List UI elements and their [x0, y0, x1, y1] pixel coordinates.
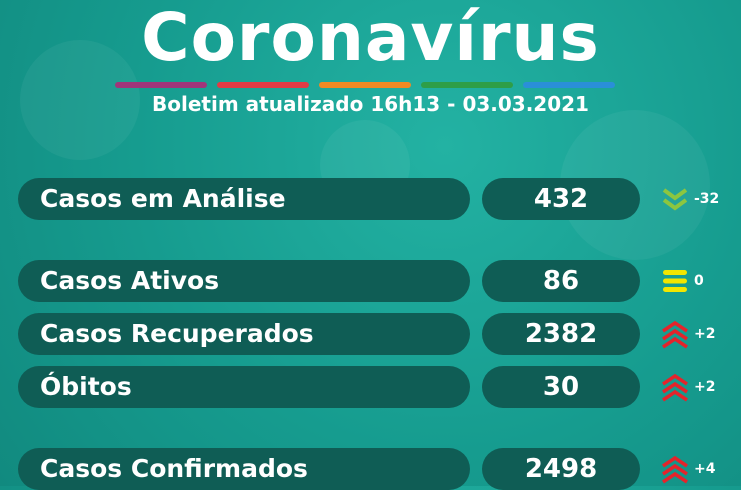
stat-label: Casos Recuperados: [18, 313, 470, 355]
stat-value: 2382: [482, 313, 640, 355]
virus-decoration: [20, 40, 140, 160]
triple-chevron-up-icon: [662, 320, 688, 349]
stat-value: 432: [482, 178, 640, 220]
triple-chevron-up-icon: [662, 373, 688, 402]
stat-delta: +2: [694, 326, 716, 342]
color-bar: [421, 82, 513, 88]
double-chevron-down-icon: [662, 188, 688, 211]
stat-delta: +4: [694, 461, 716, 477]
color-bar: [523, 82, 615, 88]
stat-label: Casos Confirmados: [18, 448, 470, 490]
color-bar: [115, 82, 207, 88]
stat-value: 2498: [482, 448, 640, 490]
stat-value: 30: [482, 366, 640, 408]
page-title: Coronavírus: [141, 0, 600, 76]
subtitle: Boletim atualizado 16h13 - 03.03.2021: [152, 92, 589, 116]
stat-label: Casos em Análise: [18, 178, 470, 220]
stat-delta: +2: [694, 379, 716, 395]
stat-delta: -32: [694, 191, 720, 207]
stat-value: 86: [482, 260, 640, 302]
stat-label: Casos Ativos: [18, 260, 470, 302]
stat-delta: 0: [694, 273, 704, 289]
triple-chevron-up-icon: [662, 455, 688, 484]
color-bar: [217, 82, 309, 88]
stat-label: Óbitos: [18, 366, 470, 408]
color-bar: [319, 82, 411, 88]
equal-bars-icon: [663, 270, 687, 292]
